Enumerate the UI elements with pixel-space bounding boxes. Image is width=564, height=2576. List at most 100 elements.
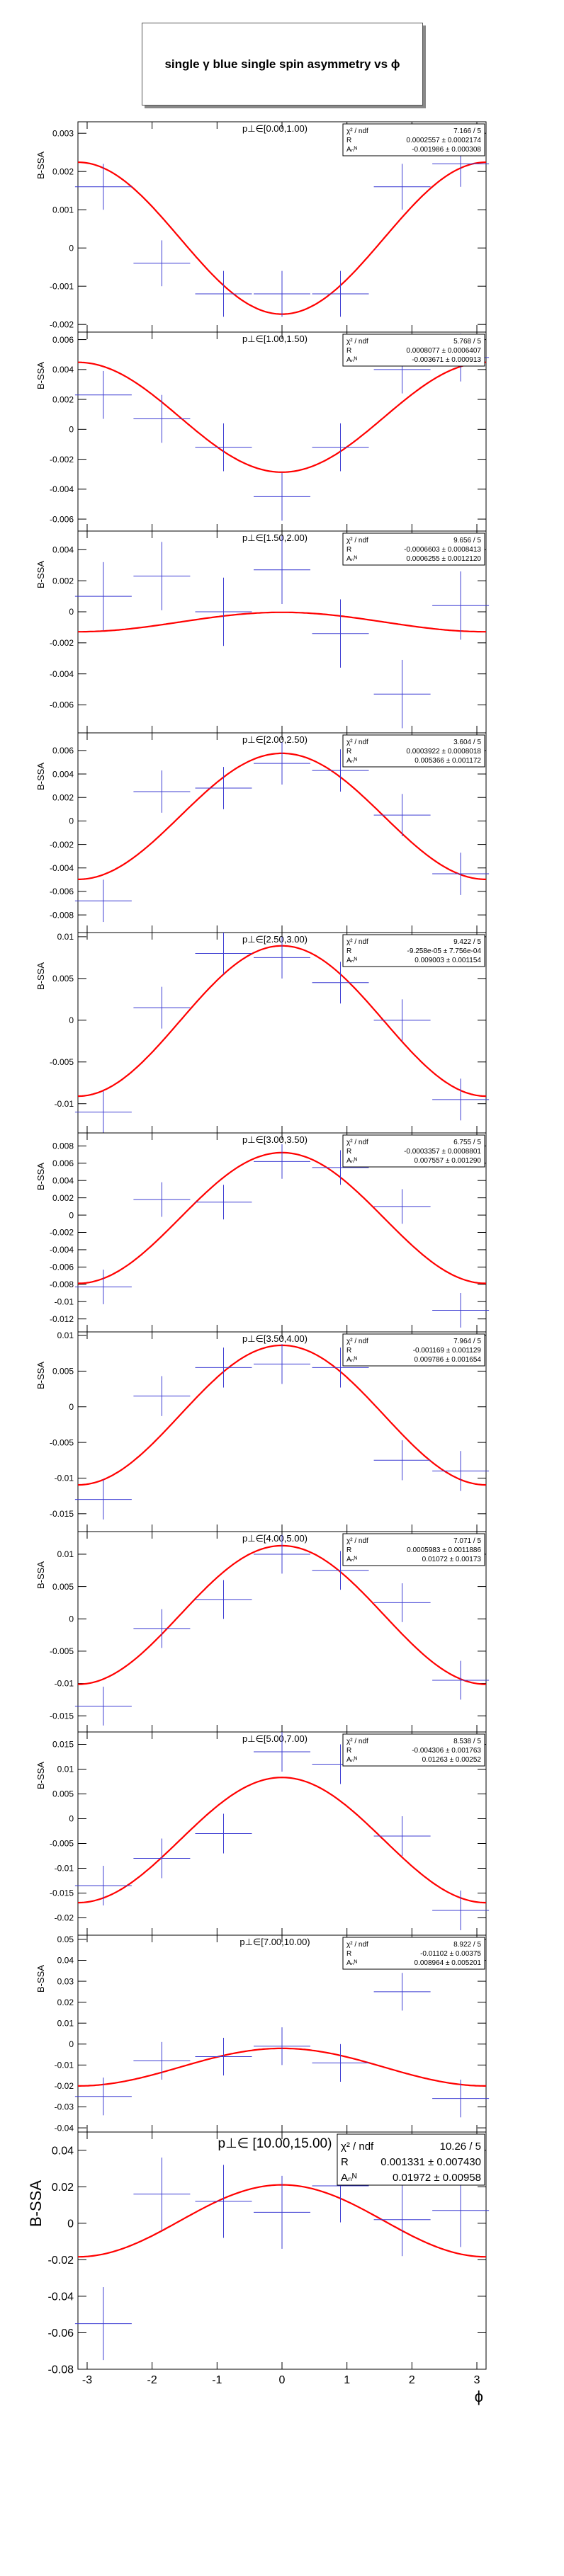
data-point (432, 1451, 490, 1491)
y-tick-label: -0.004 (50, 484, 74, 494)
y-tick-label: 0.015 (52, 1740, 74, 1750)
stats-value: 0.0002557 ± 0.0002174 (406, 137, 481, 144)
data-point (133, 2041, 191, 2080)
panel-title: p⊥∈[3.00,3.50) (242, 1134, 308, 1145)
y-tick-label: 0.01 (57, 1330, 74, 1340)
y-tick-label: 0.01 (57, 1549, 74, 1559)
data-point (133, 240, 191, 287)
y-tick-label: 0.03 (57, 1976, 74, 1986)
stats-value: 0.009003 ± 0.001154 (414, 957, 481, 964)
panel-title: p⊥∈[1.50,2.00) (242, 532, 308, 543)
data-point (373, 1816, 431, 1856)
data-point (373, 999, 431, 1042)
data-point (195, 1185, 252, 1220)
stats-label: χ² / ndf (346, 1738, 368, 1745)
data-point (254, 270, 310, 317)
data-point (312, 1347, 369, 1388)
data-point (195, 767, 252, 809)
x-tick-label: -2 (147, 2374, 157, 2386)
chart-panel-5: -0.01 -0.005 0 0.005 0.01 B-SSA p⊥∈[2.50,3.00)… (35, 932, 490, 1134)
y-tick-label: 0 (69, 1402, 74, 1412)
y-tick-label: -0.002 (50, 455, 74, 465)
y-tick-label: 0.004 (52, 1175, 74, 1185)
y-tick-label: -0.002 (50, 1228, 74, 1238)
stats-value: 0.01972 ± 0.00958 (393, 2172, 481, 2184)
data-point (74, 879, 132, 923)
stats-value: 0.005366 ± 0.001172 (414, 757, 481, 765)
y-tick-label: 0 (69, 816, 74, 826)
data-point (312, 1551, 369, 1590)
y-tick-label: -0.006 (50, 1263, 74, 1272)
data-point (432, 853, 490, 895)
y-tick-label: -0.02 (48, 2255, 74, 2267)
stats-label: χ² / ndf (346, 1941, 368, 1949)
stats-box-frame (342, 532, 485, 566)
stats-box: χ² / ndf 7.071 / 5 R 0.0005983 ± 0.0011886 A… (342, 1533, 485, 1566)
stats-box-frame (342, 934, 485, 967)
y-axis-label: B-SSA (35, 763, 46, 790)
x-tick-label: 1 (344, 2374, 350, 2386)
data-point (312, 599, 369, 668)
x-tick-label: 2 (409, 2374, 415, 2386)
stats-box-frame (342, 1733, 485, 1767)
stats-label: R (346, 137, 351, 144)
data-point (195, 577, 252, 646)
stats-value: 0.0008077 ± 0.0006407 (406, 347, 481, 355)
y-tick-label: 0.002 (52, 1193, 74, 1203)
data-point (312, 2044, 369, 2082)
y-tick-label: 0.05 (57, 1934, 74, 1944)
y-tick-label: -0.002 (50, 840, 74, 850)
y-tick-label: 0.004 (52, 365, 74, 375)
data-point (74, 1866, 132, 1905)
data-point (133, 1182, 191, 1217)
y-axis-label: B-SSA (35, 1362, 46, 1389)
data-point (432, 571, 490, 640)
stats-label: χ² / ndf (346, 338, 368, 346)
y-tick-label: 0 (69, 2039, 74, 2049)
stats-box: χ² / ndf 6.755 / 5 R -0.0003357 ± 0.0008801… (342, 1134, 485, 1168)
stats-label: R (346, 1747, 351, 1755)
data-point (133, 770, 191, 813)
y-axis-label: B-SSA (35, 1762, 46, 1789)
stats-value: 7.071 / 5 (453, 1537, 481, 1545)
x-tick-label: -1 (212, 2374, 222, 2386)
data-point (133, 986, 191, 1029)
data-point (432, 2174, 490, 2247)
y-tick-label: 0 (69, 1210, 74, 1220)
stats-value: 3.604 / 5 (453, 739, 481, 746)
y-tick-label: 0.005 (52, 974, 74, 984)
x-tick-label: 3 (474, 2374, 480, 2386)
stats-label: χ² / ndf (346, 938, 368, 946)
x-axis-label: ϕ (475, 2388, 483, 2405)
y-tick-label: -0.005 (50, 1646, 74, 1656)
data-point (74, 1687, 132, 1726)
y-tick-label: -0.012 (50, 1314, 74, 1324)
y-tick-label: -0.01 (55, 1474, 74, 1483)
data-point (432, 2080, 490, 2118)
panel-title: p⊥∈[4.00,5.00) (242, 1533, 308, 1544)
y-tick-label: 0.002 (52, 576, 74, 586)
stats-box: χ² / ndf 8.922 / 5 R -0.01102 ± 0.00375 Aₙᴺ 0… (342, 1937, 485, 1970)
data-point (195, 2037, 252, 2076)
stats-label: χ² / ndf (346, 1139, 368, 1146)
stats-label: Aₙᴺ (346, 356, 358, 364)
data-point (133, 394, 191, 443)
data-point (373, 1189, 431, 1224)
data-point (312, 270, 369, 317)
data-point (195, 1813, 252, 1854)
chart-panel-2: -0.006 -0.004 -0.002 0 0.002 0.004 0.006 B-SSA p… (35, 331, 490, 532)
stats-label: Aₙᴺ (346, 1556, 358, 1563)
fit-curve (77, 1777, 487, 1904)
panel-title: p⊥∈[1.00,1.50) (242, 334, 308, 344)
y-tick-label: 0.04 (57, 1956, 74, 1966)
data-point (432, 1078, 490, 1121)
y-tick-label: 0.006 (52, 335, 74, 345)
stats-label: R (346, 748, 351, 756)
stats-label: R (346, 947, 351, 955)
y-tick-label: -0.04 (48, 2291, 74, 2303)
stats-value: 0.0003922 ± 0.0008018 (406, 748, 481, 756)
y-tick-label: 0.004 (52, 545, 74, 555)
stats-value: 0.01072 ± 0.00173 (422, 1556, 482, 1563)
data-point (74, 562, 132, 631)
